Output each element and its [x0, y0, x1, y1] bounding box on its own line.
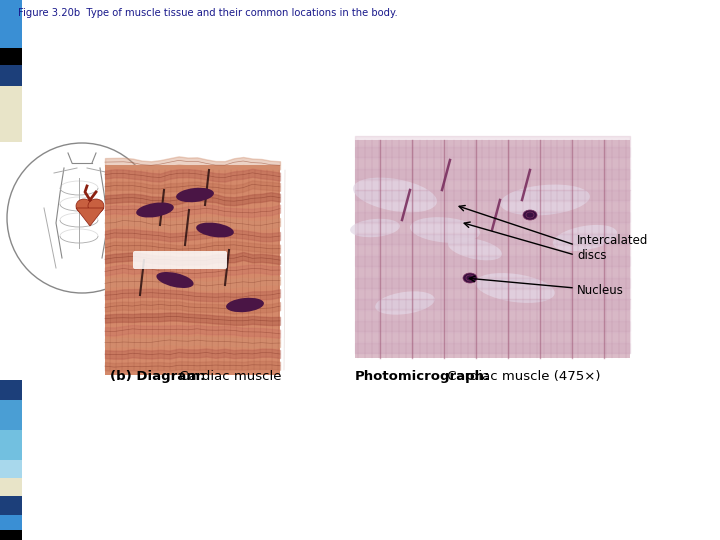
Bar: [0, 380, 22, 400]
Ellipse shape: [156, 272, 194, 288]
Bar: [0, 496, 22, 515]
Bar: [0, 65, 22, 86]
Ellipse shape: [410, 217, 480, 243]
Bar: [105, 165, 280, 375]
Bar: [355, 140, 630, 358]
Bar: [0, 48, 22, 65]
Bar: [0, 530, 22, 540]
Ellipse shape: [350, 219, 400, 237]
Bar: [0, 430, 22, 460]
Text: Nucleus: Nucleus: [577, 284, 624, 296]
Ellipse shape: [226, 298, 264, 312]
Text: (b) Diagram:: (b) Diagram:: [110, 370, 205, 383]
Bar: [0, 478, 22, 496]
Bar: [0, 86, 22, 142]
Ellipse shape: [136, 202, 174, 218]
Ellipse shape: [500, 185, 590, 215]
Ellipse shape: [523, 210, 537, 220]
Text: Cardiac muscle: Cardiac muscle: [175, 370, 282, 383]
Ellipse shape: [88, 199, 104, 213]
Ellipse shape: [76, 199, 92, 213]
Text: Cardiac muscle (475×): Cardiac muscle (475×): [443, 370, 600, 383]
Bar: [0, 0, 22, 48]
Ellipse shape: [176, 188, 214, 202]
Bar: [0, 515, 22, 530]
Ellipse shape: [196, 222, 234, 238]
FancyBboxPatch shape: [133, 251, 227, 269]
Ellipse shape: [353, 178, 437, 212]
Ellipse shape: [475, 273, 554, 303]
Bar: [0, 400, 22, 430]
Circle shape: [7, 143, 157, 293]
Text: Intercalated
discs: Intercalated discs: [577, 234, 649, 262]
Ellipse shape: [463, 273, 477, 283]
Ellipse shape: [375, 292, 435, 315]
Text: Photomicrograph:: Photomicrograph:: [355, 370, 490, 383]
Bar: [0, 460, 22, 478]
Ellipse shape: [448, 238, 502, 260]
Text: Figure 3.20b  Type of muscle tissue and their common locations in the body.: Figure 3.20b Type of muscle tissue and t…: [18, 8, 397, 18]
Polygon shape: [76, 208, 104, 226]
Ellipse shape: [553, 225, 617, 251]
